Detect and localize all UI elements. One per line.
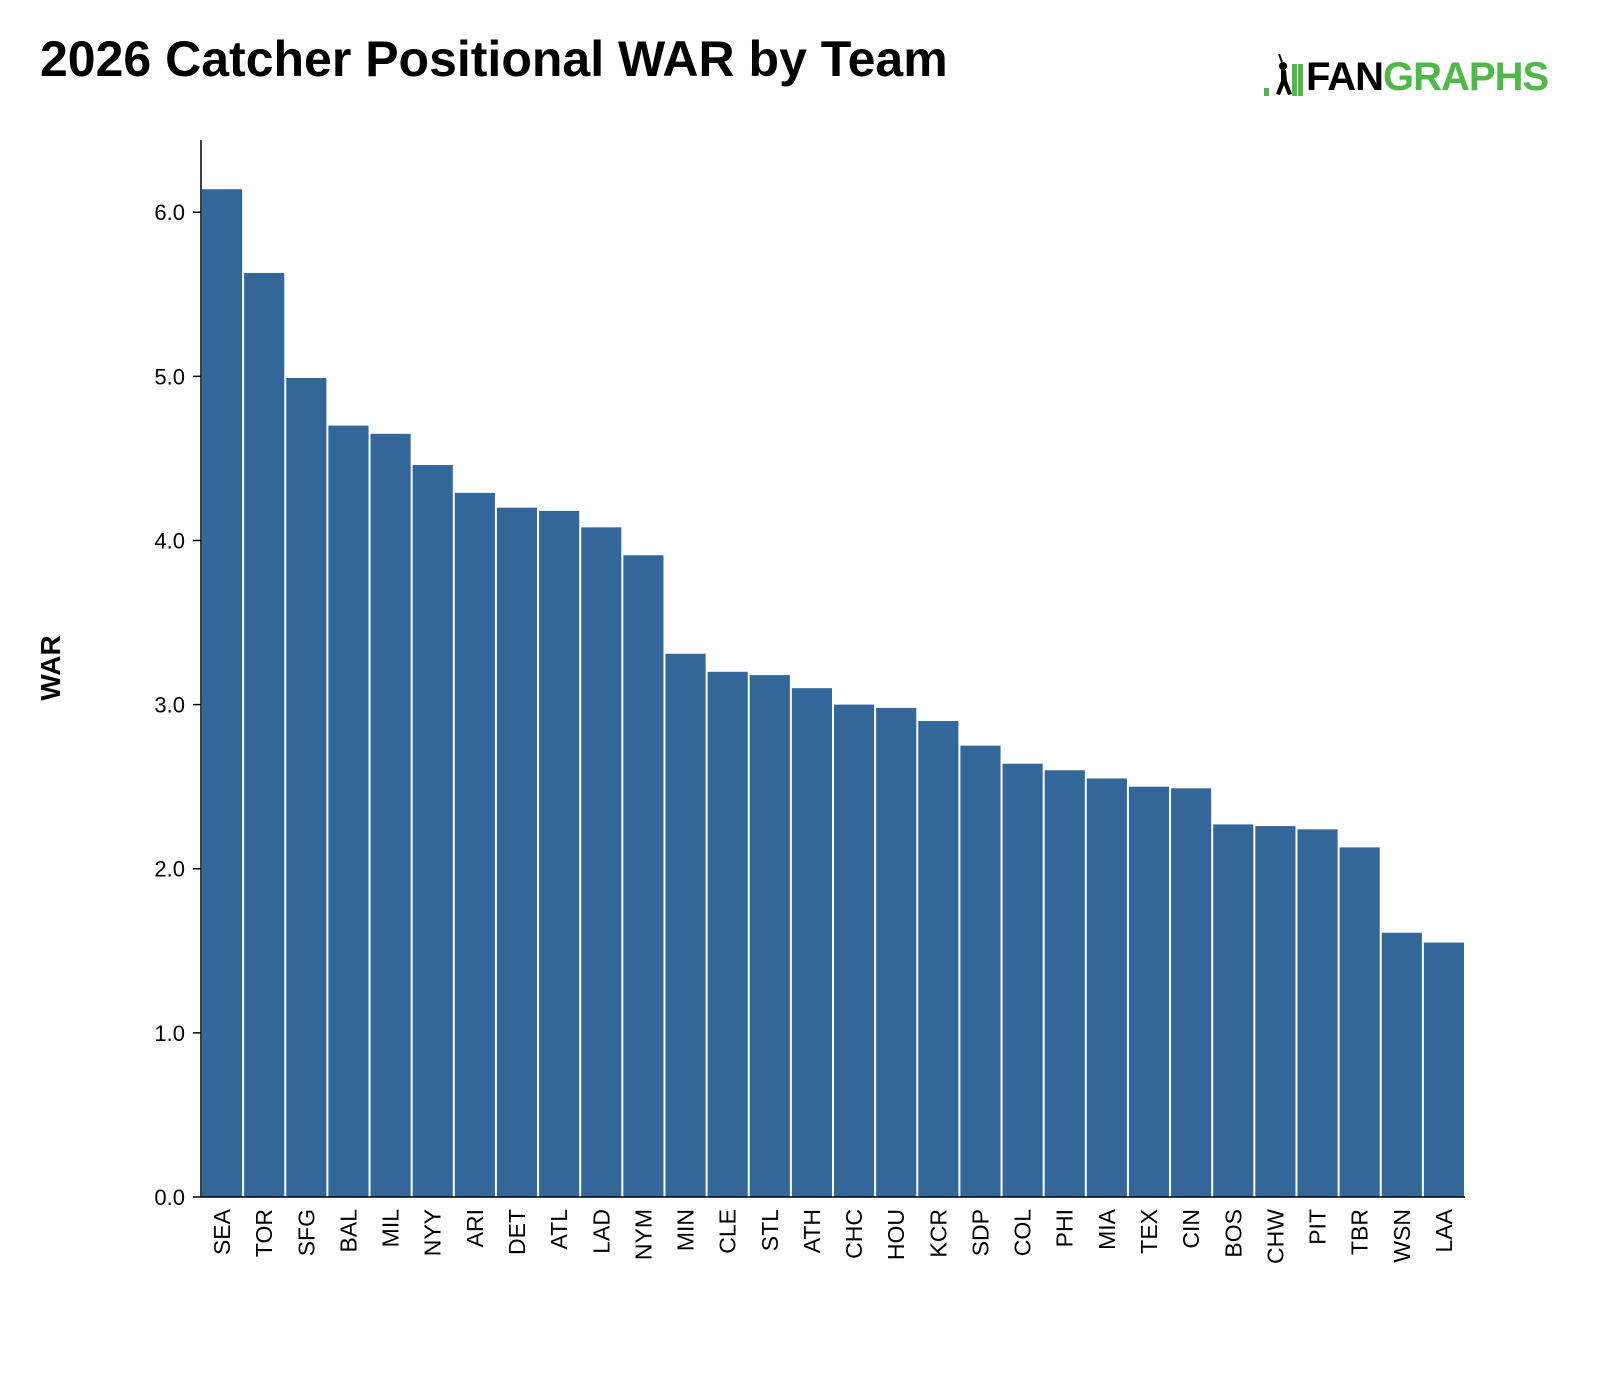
bar-stl [749,675,790,1197]
y-tick-label: 2.0 [154,857,185,882]
y-tick-label: 6.0 [154,200,185,225]
y-tick-label: 5.0 [154,364,185,389]
x-tick-label-laa: LAA [1431,1208,1457,1252]
x-tick-label-stl: STL [757,1209,783,1251]
bar-min [665,653,706,1197]
x-tick-label-phi: PHI [1052,1209,1078,1247]
bar-ari [454,492,495,1197]
x-tick-label-cle: CLE [715,1209,741,1254]
bar-chc [834,704,875,1197]
fangraphs-logo: FANGRAPHS [1262,54,1549,100]
bar-bal [328,425,369,1198]
bar-wsn [1381,932,1422,1197]
x-tick-label-nym: NYM [630,1209,656,1260]
x-tick-label-hou: HOU [883,1209,909,1260]
x-tick-label-ath: ATH [799,1209,825,1253]
y-tick-label: 0.0 [154,1185,185,1210]
x-tick-label-tbr: TBR [1347,1209,1373,1255]
fangraphs-batter-icon [1264,54,1303,96]
bar-lad [581,527,622,1197]
logo-text-graphs: GRAPHS [1383,54,1549,99]
bar-cin [1171,788,1212,1197]
bar-sfg [286,377,327,1197]
bar-laa [1423,942,1464,1197]
x-tick-label-bos: BOS [1220,1209,1246,1258]
bar-mil [370,433,411,1198]
bar-cle [707,671,748,1197]
x-tick-label-min: MIN [673,1209,699,1251]
bar-atl [539,510,580,1197]
x-tick-label-tor: TOR [251,1209,277,1257]
bar-tbr [1339,847,1380,1197]
x-tick-label-sdp: SDP [967,1209,993,1256]
bar-sdp [960,745,1001,1197]
y-tick-label: 3.0 [154,693,185,718]
bar-bos [1213,824,1254,1197]
x-tick-label-det: DET [504,1209,530,1255]
logo-text-fan: FAN [1306,54,1384,99]
bar-nym [623,555,664,1197]
bar-nyy [412,464,453,1197]
bar-det [496,507,538,1197]
x-tick-label-nyy: NYY [420,1209,446,1256]
x-tick-label-ari: ARI [462,1209,488,1247]
bar-mia [1086,778,1127,1197]
y-tick-label: 4.0 [154,528,185,553]
chart-title: 2026 Catcher Positional WAR by Team [40,31,948,87]
bar-pit [1297,829,1338,1197]
bar-kcr [918,721,959,1197]
x-tick-label-cin: CIN [1178,1209,1204,1249]
bar-col [1002,763,1043,1197]
bar-phi [1044,770,1085,1197]
x-tick-label-pit: PIT [1305,1209,1331,1245]
x-tick-label-chc: CHC [841,1209,867,1259]
bar-chw [1255,826,1296,1197]
x-tick-label-lad: LAD [588,1209,614,1254]
x-tick-label-bal: BAL [335,1209,361,1253]
bar-tor [244,272,285,1197]
bar-sea [202,189,243,1197]
y-tick-label: 1.0 [154,1021,185,1046]
bar-hou [876,707,917,1197]
x-tick-label-chw: CHW [1262,1209,1288,1264]
x-tick-label-mil: MIL [378,1209,404,1248]
x-tick-label-tex: TEX [1136,1209,1162,1254]
x-tick-label-wsn: WSN [1389,1209,1415,1263]
x-tick-label-sfg: SFG [293,1209,319,1256]
x-tick-label-atl: ATL [546,1209,572,1250]
x-tick-label-kcr: KCR [925,1209,951,1258]
x-tick-label-col: COL [1010,1209,1036,1257]
x-tick-label-sea: SEA [209,1208,235,1255]
bar-ath [791,688,832,1197]
bar-tex [1128,786,1170,1197]
x-tick-label-mia: MIA [1094,1208,1120,1250]
y-axis-label: WAR [35,635,66,700]
